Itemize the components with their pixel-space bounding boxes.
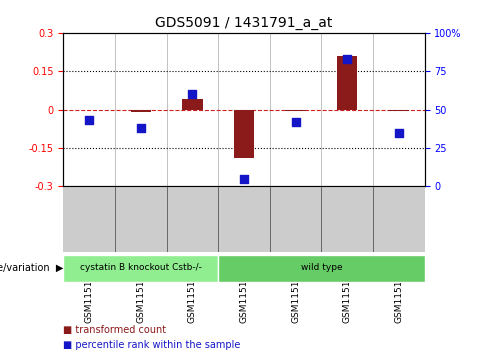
Text: ■ transformed count: ■ transformed count: [63, 325, 166, 335]
FancyBboxPatch shape: [63, 256, 218, 282]
Text: cystatin B knockout Cstb-/-: cystatin B knockout Cstb-/-: [80, 263, 202, 272]
Text: genotype/variation  ▶: genotype/variation ▶: [0, 263, 63, 273]
Point: [343, 56, 351, 62]
Bar: [337, 56, 358, 110]
Point: [188, 91, 196, 97]
Point: [292, 119, 300, 125]
Bar: [234, 110, 254, 158]
FancyBboxPatch shape: [218, 256, 425, 282]
Bar: [182, 99, 203, 110]
Text: wild type: wild type: [301, 263, 342, 272]
Point: [240, 176, 248, 182]
Point: [395, 130, 403, 135]
Title: GDS5091 / 1431791_a_at: GDS5091 / 1431791_a_at: [155, 16, 333, 30]
Point: [85, 117, 93, 123]
Bar: [130, 110, 151, 112]
Point: [137, 125, 145, 131]
Text: ■ percentile rank within the sample: ■ percentile rank within the sample: [63, 340, 241, 350]
Bar: [388, 110, 409, 111]
Bar: [285, 110, 306, 111]
